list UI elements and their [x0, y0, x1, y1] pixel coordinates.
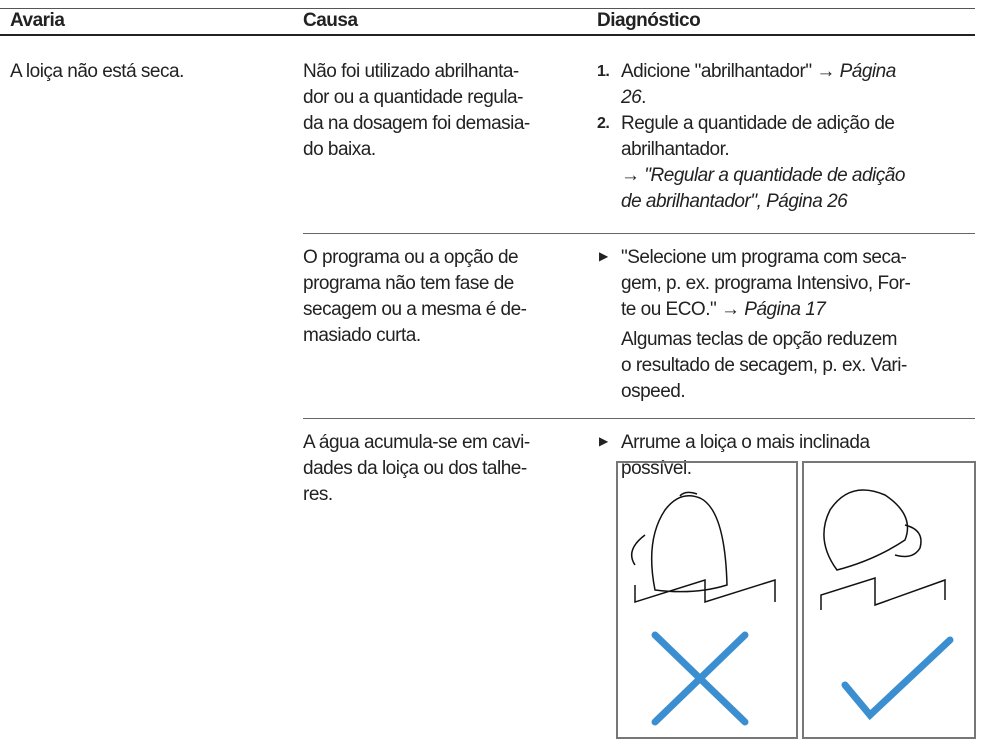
causa: O programa ou a opção de programa não te… [303, 247, 527, 346]
row-rule [303, 233, 975, 234]
header: Avaria [10, 10, 65, 31]
header-rule [0, 34, 975, 36]
row-rule [303, 418, 975, 419]
step-number: 1. [597, 63, 610, 80]
bullet: "Selecione um programa com seca- gem, p.… [621, 245, 981, 323]
step-text: Regule a quantidade de adição de abrilha… [621, 113, 895, 186]
avaria: A loiça não está seca. [10, 61, 184, 82]
step-number: 2. [597, 115, 610, 132]
bullet-mark: ▶ [599, 249, 608, 263]
illustration [616, 461, 976, 739]
step-ref: "Regular a quantidade de adição de abril… [621, 165, 905, 212]
step: Regule a quantidade de adição de abrilha… [621, 111, 981, 215]
bullet-mark: ▶ [599, 434, 608, 448]
header: Diagnóstico [597, 10, 701, 31]
step: Adicione "abrilhantador" → Página 26. [621, 59, 981, 111]
step-text: Adicione "abrilhantador" → [621, 61, 840, 82]
bullet-text: "Selecione um programa com seca- gem, p.… [621, 247, 911, 320]
causa: Não foi utilizado abrilhanta- dor ou a q… [303, 61, 530, 160]
causa: A água acumula-se em cavi- dades da loiç… [303, 432, 530, 505]
bullet-ref: Página 17 [744, 299, 826, 320]
step-after: . [641, 87, 646, 108]
top-rule [0, 8, 975, 9]
note: Algumas teclas de opção reduzem o result… [621, 329, 907, 402]
bullet-text: Arrume a loiça o mais inclinada possível… [621, 432, 870, 479]
step-ref: Página 26 [621, 61, 896, 108]
header: Causa [303, 10, 358, 31]
